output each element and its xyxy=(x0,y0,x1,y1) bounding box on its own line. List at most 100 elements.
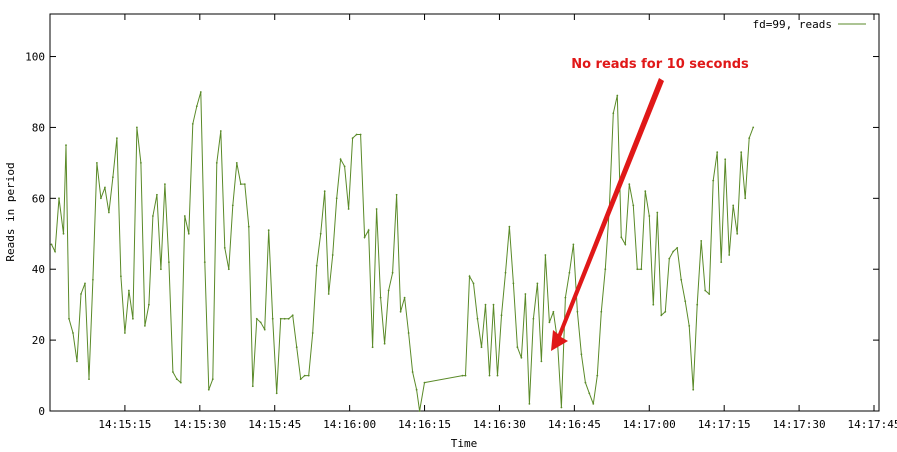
legend-label: fd=99, reads xyxy=(753,18,832,31)
data-point xyxy=(227,268,230,271)
plot-frame xyxy=(49,13,880,412)
data-point xyxy=(672,250,675,253)
data-point xyxy=(203,261,206,263)
data-point xyxy=(215,162,218,164)
data-point xyxy=(136,126,138,129)
data-point xyxy=(407,332,410,334)
data-point xyxy=(65,144,67,147)
data-point xyxy=(584,381,587,384)
data-point xyxy=(628,183,631,186)
data-point xyxy=(231,204,234,207)
data-point xyxy=(124,332,126,334)
data-point xyxy=(307,374,310,377)
y-tick-label: 40 xyxy=(32,263,45,276)
data-point xyxy=(391,271,394,274)
series-line-reads xyxy=(51,91,754,412)
data-point xyxy=(54,250,56,253)
data-point xyxy=(383,342,386,345)
data-point xyxy=(375,208,378,210)
data-point xyxy=(367,229,370,232)
data-point xyxy=(211,378,214,380)
data-point xyxy=(508,225,511,228)
x-tick-label: 14:15:30 xyxy=(173,418,226,431)
data-point xyxy=(140,162,142,164)
data-point xyxy=(544,254,547,256)
data-point xyxy=(512,282,515,285)
data-point xyxy=(72,332,74,334)
data-point xyxy=(363,236,366,239)
data-point xyxy=(239,183,242,186)
data-point xyxy=(472,282,475,285)
data-point xyxy=(496,374,499,377)
data-point xyxy=(116,137,118,140)
y-axis: 0 20 40 60 80 100 xyxy=(25,51,879,418)
data-point xyxy=(488,374,491,377)
y-tick-label: 60 xyxy=(32,192,45,205)
data-point xyxy=(275,392,278,395)
x-tick-label: 14:16:15 xyxy=(398,418,451,431)
data-point xyxy=(660,314,663,317)
data-point xyxy=(592,403,595,405)
data-point xyxy=(700,240,703,242)
data-point xyxy=(536,282,539,285)
data-point xyxy=(120,275,122,278)
data-point xyxy=(656,211,659,214)
data-point xyxy=(295,346,298,349)
x-tick-label: 14:15:45 xyxy=(248,418,301,431)
y-tick-label: 80 xyxy=(32,121,45,134)
data-point xyxy=(664,310,667,313)
x-tick-label: 14:17:45 xyxy=(848,418,897,431)
data-point xyxy=(219,130,222,132)
data-point xyxy=(504,271,507,274)
data-point xyxy=(692,388,695,391)
data-point xyxy=(207,388,210,391)
data-point xyxy=(748,137,751,140)
y-axis-label: Reads in period xyxy=(4,162,17,261)
data-point xyxy=(568,271,571,274)
data-point xyxy=(528,403,531,405)
data-point xyxy=(351,137,354,140)
data-point xyxy=(720,261,723,263)
data-point xyxy=(303,374,306,377)
data-point xyxy=(399,310,402,313)
data-point xyxy=(684,300,687,302)
data-point xyxy=(696,303,699,306)
data-point xyxy=(461,374,464,377)
data-point xyxy=(395,193,398,196)
data-point xyxy=(476,317,479,320)
data-point xyxy=(195,105,198,108)
data-point xyxy=(156,193,158,196)
data-point xyxy=(620,236,623,239)
data-point xyxy=(600,310,603,313)
data-point xyxy=(464,374,467,377)
data-point xyxy=(160,268,162,271)
data-point xyxy=(355,133,358,136)
data-point xyxy=(84,282,86,285)
data-point xyxy=(580,353,583,356)
data-point xyxy=(108,211,110,214)
data-point xyxy=(688,325,691,327)
data-point xyxy=(548,321,551,324)
data-point xyxy=(144,325,146,327)
data-point xyxy=(652,303,655,306)
data-point xyxy=(411,371,414,373)
data-point xyxy=(279,317,282,320)
data-point xyxy=(728,254,731,256)
data-point xyxy=(335,197,338,200)
data-point xyxy=(712,179,715,182)
data-point xyxy=(179,381,182,384)
data-point xyxy=(76,360,78,363)
data-point xyxy=(287,317,290,320)
data-point xyxy=(164,183,166,186)
data-point xyxy=(423,381,426,384)
x-tick-label: 14:17:00 xyxy=(623,418,676,431)
data-point xyxy=(187,232,190,235)
data-point xyxy=(243,183,246,186)
data-point xyxy=(88,378,90,380)
data-point xyxy=(644,190,647,193)
legend: fd=99, reads xyxy=(753,18,866,31)
data-point xyxy=(127,289,130,292)
data-point xyxy=(183,215,186,217)
x-tick-label: 14:15:15 xyxy=(98,418,151,431)
